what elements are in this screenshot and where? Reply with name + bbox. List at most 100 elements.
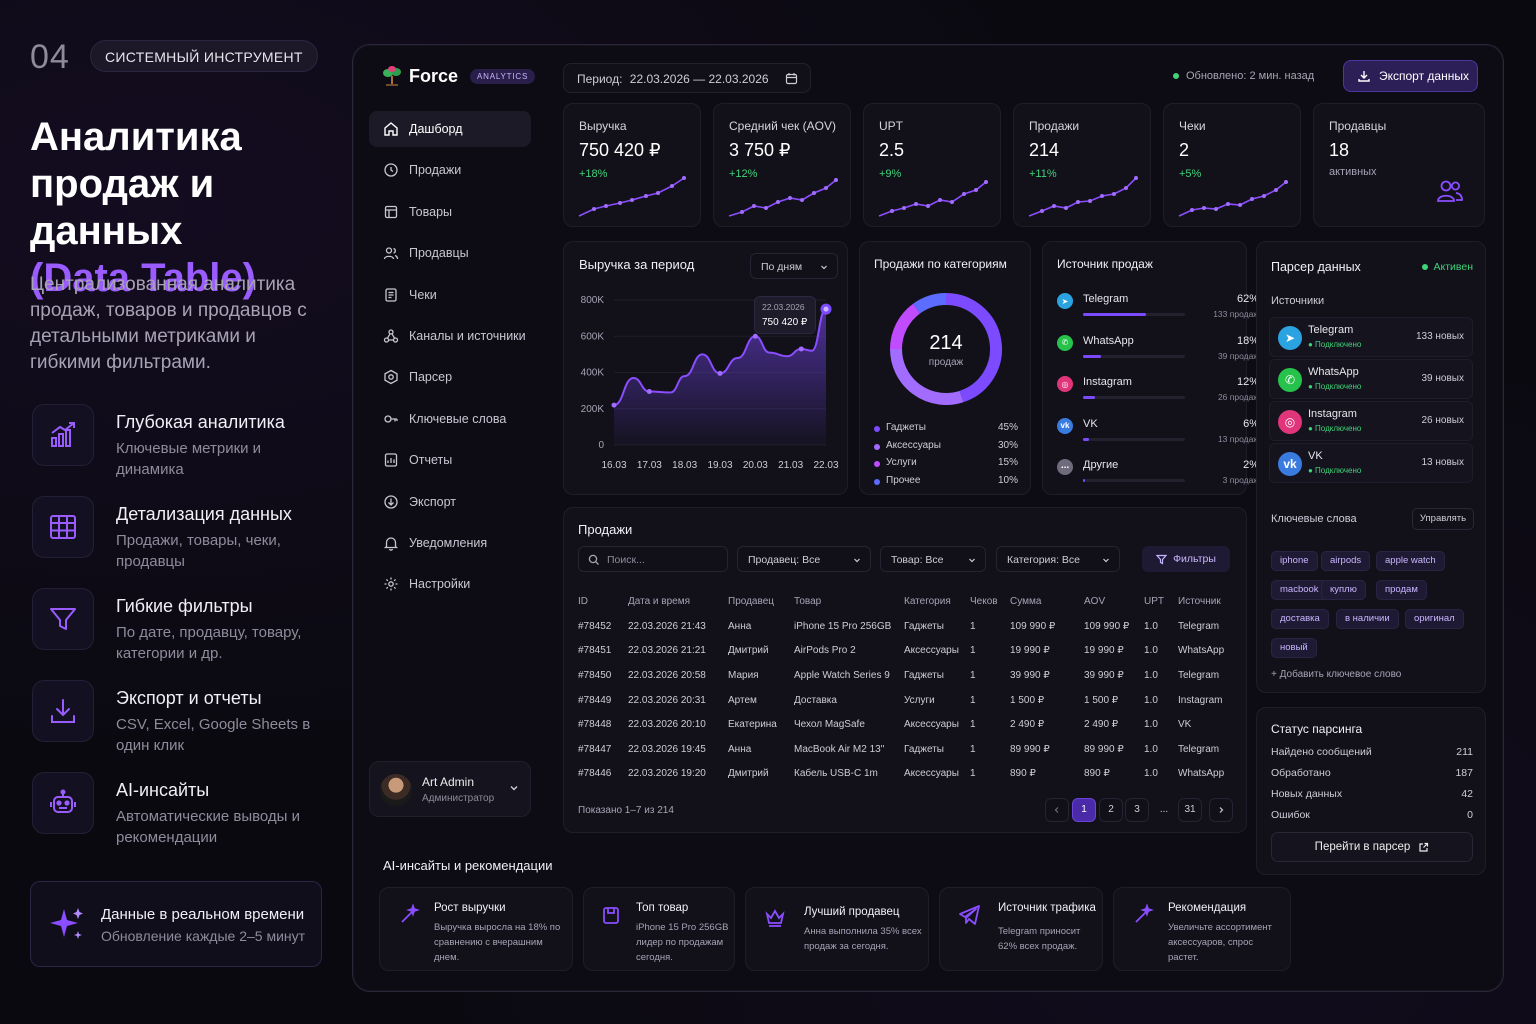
- pagination-page[interactable]: 1: [1072, 798, 1096, 822]
- sidebar-item-reports[interactable]: Отчеты: [369, 442, 531, 478]
- table-row[interactable]: #78446 22.03.2026 19:20 Дмитрий Кабель USB-…: [578, 762, 1234, 787]
- sidebar-item-sellers[interactable]: Продавцы: [369, 235, 531, 271]
- parser-source-row[interactable]: vk VK ● Подключено 13 новых: [1269, 443, 1473, 483]
- source-row[interactable]: ➤ Telegram 62% 133 продаж: [1057, 293, 1259, 333]
- period-picker[interactable]: Период: 22.03.2026 — 22.03.2026: [563, 63, 811, 93]
- sidebar-item-keywords[interactable]: Ключевые слова: [369, 401, 531, 437]
- pagination-prev[interactable]: [1045, 798, 1069, 822]
- filters-button[interactable]: Фильтры: [1142, 546, 1230, 572]
- seller-filter-select[interactable]: Продавец: Все: [737, 546, 871, 572]
- keyword-chip[interactable]: куплю: [1321, 580, 1366, 600]
- sidebar-item-dashboard[interactable]: Дашборд: [369, 111, 531, 147]
- parser-source-row[interactable]: ✆ WhatsApp ● Подключено 39 новых: [1269, 359, 1473, 399]
- parser-source-row[interactable]: ➤ Telegram ● Подключено 133 новых: [1269, 317, 1473, 357]
- kpi-card-sellers[interactable]: Продавцы 18 активных: [1313, 103, 1485, 227]
- manage-keywords-button[interactable]: Управлять: [1412, 508, 1474, 530]
- product-filter-select[interactable]: Товар: Все: [880, 546, 986, 572]
- column-header[interactable]: ID: [578, 595, 588, 607]
- sidebar-item-receipts[interactable]: Чеки: [369, 277, 531, 313]
- feature-item: Глубокая аналитика Ключевые метрики и ди…: [30, 404, 330, 478]
- user-menu[interactable]: Art Admin Администратор: [369, 761, 531, 817]
- export-data-button[interactable]: Экспорт данных: [1343, 60, 1478, 92]
- keyword-chip[interactable]: в наличии: [1336, 609, 1399, 629]
- ai-card[interactable]: Источник трафика Telegram приносит 62% в…: [939, 887, 1103, 971]
- kpi-card-aov[interactable]: Средний чек (AOV) 3 750 ₽ +12%: [713, 103, 851, 227]
- category-filter-select[interactable]: Категория: Все: [996, 546, 1120, 572]
- pagination-next[interactable]: [1209, 798, 1233, 822]
- pagination-page[interactable]: 3: [1125, 798, 1149, 822]
- table-row[interactable]: #78452 22.03.2026 21:43 Анна iPhone 15 Pro …: [578, 614, 1234, 639]
- kpi-label: Средний чек (AOV): [729, 119, 836, 133]
- table-row[interactable]: #78447 22.03.2026 19:45 Анна MacBook Air M2…: [578, 737, 1234, 762]
- column-header[interactable]: Категория: [904, 595, 951, 607]
- sidebar-item-export[interactable]: Экспорт: [369, 484, 531, 520]
- sidebar-item-settings[interactable]: Настройки: [369, 566, 531, 602]
- search-input[interactable]: Поиск...: [578, 546, 728, 572]
- pagination-page[interactable]: 31: [1178, 798, 1202, 822]
- keyword-chip[interactable]: airpods: [1321, 551, 1371, 571]
- kpi-card-revenue[interactable]: Выручка 750 420 ₽ +18%: [563, 103, 701, 227]
- column-header[interactable]: Источник: [1178, 595, 1221, 607]
- table-cell: 22.03.2026 19:20: [628, 768, 706, 780]
- table-cell: #78449: [578, 694, 612, 706]
- ai-card[interactable]: Рост выручки Выручка выросла на 18% по с…: [379, 887, 573, 971]
- ai-card[interactable]: Лучший продавец Анна выполнила 35% всех …: [745, 887, 929, 971]
- keyword-chip[interactable]: продам: [1376, 580, 1427, 600]
- kpi-card-receipts[interactable]: Чеки 2 +5%: [1163, 103, 1301, 227]
- go-to-parser-button[interactable]: Перейти в парсер: [1271, 832, 1473, 862]
- source-row[interactable]: vk VK 6% 13 продаж: [1057, 417, 1259, 458]
- table-row[interactable]: #78448 22.03.2026 20:10 Екатерина Чехол Mag…: [578, 712, 1234, 737]
- donut-center-label: продаж: [928, 357, 964, 368]
- parser-source-status: ● Подключено: [1308, 466, 1362, 475]
- tooltip-value: 750 420 ₽: [762, 317, 808, 328]
- ai-card[interactable]: Рекомендация Увеличьте ассортимент аксес…: [1113, 887, 1291, 971]
- source-row[interactable]: ⋯ Другие 2% 3 продаж: [1057, 459, 1259, 499]
- download-icon: [1358, 71, 1370, 82]
- table-row[interactable]: #78451 22.03.2026 21:21 Дмитрий AirPods Pro…: [578, 639, 1234, 664]
- brand-logo[interactable]: Force ANALYTICS: [381, 65, 536, 87]
- source-row[interactable]: ✆ WhatsApp 18% 39 продаж: [1057, 334, 1259, 375]
- sidebar-item-label: Товары: [409, 204, 452, 219]
- sidebar-item-channels[interactable]: Каналы и источники: [369, 318, 531, 354]
- ai-card[interactable]: Топ товар iPhone 15 Pro 256GB лидер по п…: [583, 887, 735, 971]
- kpi-card-sales[interactable]: Продажи 214 +11%: [1013, 103, 1151, 227]
- source-row[interactable]: ◎ Instagram 12% 26 продаж: [1057, 376, 1259, 416]
- column-header[interactable]: AOV: [1084, 595, 1106, 607]
- column-header[interactable]: Продавец: [728, 595, 774, 607]
- table-cell: Кабель USB-C 1m: [794, 768, 878, 780]
- column-header[interactable]: Сумма: [1010, 595, 1042, 607]
- sidebar-item-notifications[interactable]: Уведомления: [369, 525, 531, 561]
- table-cell: 39 990 ₽: [1010, 669, 1050, 681]
- column-header[interactable]: UPT: [1144, 595, 1164, 607]
- table-cell: Дмитрий: [728, 645, 769, 657]
- table-cell: 1.0: [1144, 620, 1158, 632]
- donut-slice: [945, 293, 1002, 403]
- kpi-card-upt[interactable]: UPT 2.5 +9%: [863, 103, 1001, 227]
- parser-source-row[interactable]: ◎ Instagram ● Подключено 26 новых: [1269, 401, 1473, 441]
- sidebar-item-sales[interactable]: Продажи: [369, 152, 531, 188]
- period-granularity-select[interactable]: По дням: [750, 253, 838, 279]
- table-row[interactable]: #78450 22.03.2026 20:58 Мария Apple Watch S…: [578, 663, 1234, 688]
- kpi-label: Выручка: [579, 119, 627, 133]
- keyword-chip[interactable]: доставка: [1271, 609, 1329, 629]
- table-row[interactable]: #78449 22.03.2026 20:31 Артем Доставка Услуг…: [578, 688, 1234, 713]
- table-cell: 22.03.2026 21:43: [628, 620, 706, 632]
- keyword-chip[interactable]: iphone: [1271, 551, 1318, 571]
- feature-desc: По дате, продавцу, товару, категории и д…: [116, 624, 302, 662]
- status-value: 0: [1467, 809, 1473, 821]
- column-header[interactable]: Дата и время: [628, 595, 691, 607]
- sidebar-item-parser[interactable]: Парсер: [369, 359, 531, 395]
- instagram-icon: ◎: [1278, 410, 1302, 434]
- pagination-page[interactable]: 2: [1099, 798, 1123, 822]
- keyword-chip[interactable]: apple watch: [1376, 551, 1445, 571]
- keyword-chip[interactable]: macbook: [1271, 580, 1328, 600]
- keywords-label: Ключевые слова: [1271, 513, 1357, 525]
- add-keyword-link[interactable]: + Добавить ключевое слово: [1271, 669, 1402, 680]
- keyword-chip[interactable]: оригинал: [1405, 609, 1464, 629]
- column-header[interactable]: Товар: [794, 595, 822, 607]
- keyword-chip[interactable]: новый: [1271, 638, 1317, 658]
- table-cell: 890 ₽: [1084, 768, 1110, 780]
- column-header[interactable]: Чеков: [970, 595, 998, 607]
- sidebar-item-products[interactable]: Товары: [369, 194, 531, 230]
- parser-source-count: 26 новых: [1421, 415, 1465, 426]
